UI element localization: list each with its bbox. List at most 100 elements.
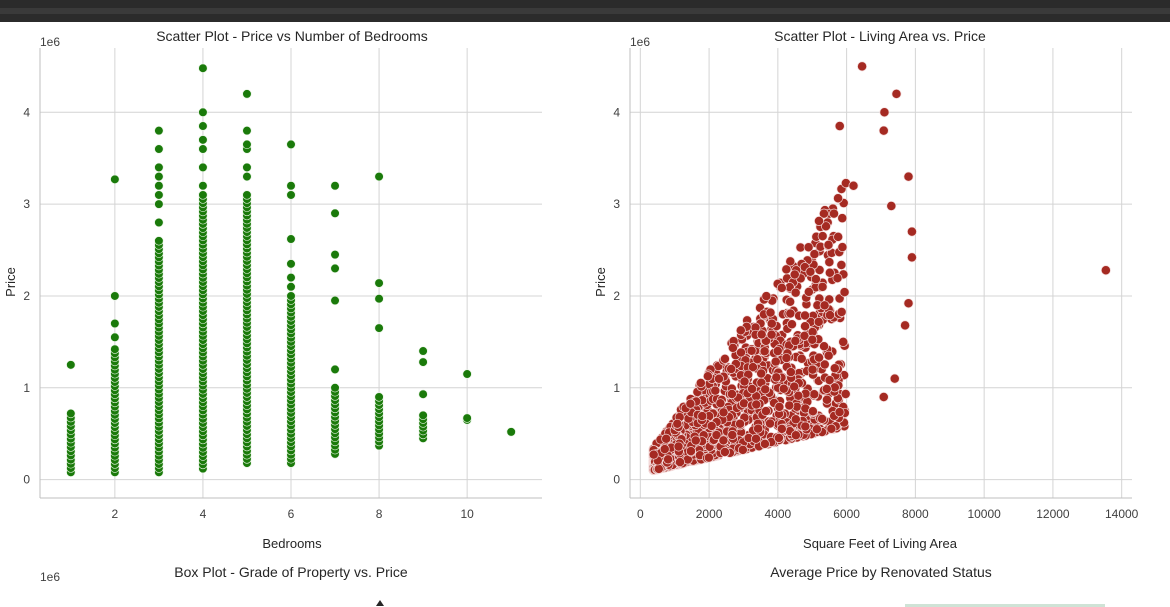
bedrooms-price-point bbox=[198, 144, 208, 154]
c2-y-tick-label: 3 bbox=[613, 197, 620, 211]
living-area-price-point bbox=[793, 390, 804, 401]
living-area-price-point bbox=[776, 282, 787, 293]
living-area-price-point bbox=[785, 256, 796, 267]
living-area-price-point bbox=[653, 463, 664, 474]
living-area-price-point bbox=[800, 421, 811, 432]
living-area-price-point bbox=[809, 249, 820, 260]
living-area-price-point bbox=[811, 424, 822, 435]
living-area-price-point bbox=[711, 430, 722, 441]
bedrooms-price-point bbox=[198, 107, 208, 117]
living-area-price-point bbox=[766, 329, 777, 340]
living-area-price-point bbox=[821, 384, 832, 394]
living-area-price-point bbox=[761, 291, 772, 302]
c1-x-tick-label: 2 bbox=[112, 507, 119, 521]
bedrooms-price-point bbox=[242, 171, 252, 182]
c2-y-tick-label: 0 bbox=[613, 473, 620, 487]
living-area-price-point bbox=[803, 242, 814, 253]
living-area-price-point bbox=[726, 389, 737, 399]
bedrooms-price-point bbox=[374, 392, 384, 402]
living-area-price-point bbox=[761, 406, 771, 417]
living-area-price-point bbox=[800, 310, 810, 321]
chart1-y-scale-label: 1e6 bbox=[40, 35, 60, 49]
bedrooms-price-point bbox=[242, 126, 252, 136]
bedrooms-price-point bbox=[330, 263, 340, 274]
living-area-price-point bbox=[906, 252, 917, 263]
c1-x-tick-label: 10 bbox=[460, 507, 474, 521]
living-area-price-point bbox=[790, 335, 801, 346]
c2-y-tick-label: 1 bbox=[613, 381, 620, 395]
c1-x-tick-label: 8 bbox=[376, 507, 383, 521]
living-area-price-point bbox=[819, 359, 830, 370]
chart2-y-axis-label: Price bbox=[593, 267, 608, 297]
bedrooms-price-point bbox=[418, 357, 428, 367]
bedrooms-price-point bbox=[374, 323, 384, 333]
living-area-price-point bbox=[715, 398, 726, 409]
bedrooms-price-point bbox=[330, 364, 340, 375]
bedrooms-price-point bbox=[198, 63, 208, 73]
c2-y-tick-label: 4 bbox=[613, 105, 620, 119]
bedrooms-price-chart: 2 4 6 8 10 0 1 2 3 4 Scatter Plot - Price vs Num… bbox=[3, 28, 542, 551]
living-area-price-point bbox=[776, 423, 787, 434]
living-area-price-point bbox=[799, 330, 810, 341]
living-area-price-point bbox=[817, 413, 828, 424]
living-area-price-point bbox=[765, 418, 775, 429]
living-area-price-point bbox=[829, 382, 840, 393]
chart4-legend-box-edge bbox=[905, 604, 1105, 607]
living-area-price-point bbox=[819, 300, 830, 311]
living-area-price-point bbox=[1100, 265, 1111, 276]
living-area-price-point bbox=[702, 371, 713, 382]
living-area-price-point bbox=[857, 61, 868, 72]
living-area-price-point bbox=[819, 341, 830, 352]
living-area-price-point bbox=[778, 383, 789, 394]
living-area-price-point bbox=[747, 384, 758, 394]
chart3-outlier-marker bbox=[376, 600, 384, 606]
living-area-price-point bbox=[663, 454, 674, 465]
living-area-price-point bbox=[751, 433, 761, 444]
living-area-price-point bbox=[839, 287, 850, 298]
living-area-price-point bbox=[818, 208, 829, 219]
bedrooms-price-point bbox=[286, 190, 296, 200]
living-area-price-point bbox=[790, 287, 801, 298]
living-area-price-point bbox=[773, 433, 784, 443]
living-area-price-point bbox=[824, 267, 835, 278]
bedrooms-price-point bbox=[462, 413, 472, 423]
bedrooms-price-point bbox=[286, 282, 296, 292]
c2-x-tick-label: 6000 bbox=[833, 507, 860, 521]
living-area-price-point bbox=[906, 226, 917, 237]
living-area-price-point bbox=[703, 452, 714, 463]
living-area-price-point bbox=[759, 346, 770, 357]
living-area-price-point bbox=[807, 406, 818, 417]
bedrooms-price-point bbox=[154, 190, 164, 200]
living-area-price-point bbox=[848, 180, 859, 191]
living-area-price-point bbox=[648, 449, 659, 460]
living-area-price-point bbox=[727, 430, 738, 440]
living-area-price-point bbox=[685, 398, 696, 409]
living-area-price-point bbox=[706, 421, 717, 431]
chart1-title: Scatter Plot - Price vs Number of Bedroo… bbox=[156, 28, 428, 44]
bedrooms-price-point bbox=[154, 199, 164, 209]
living-area-price-point bbox=[817, 231, 828, 242]
living-area-price-point bbox=[781, 264, 792, 275]
c2-y-tick-label: 2 bbox=[613, 289, 620, 303]
bedrooms-price-point bbox=[242, 89, 252, 99]
bedrooms-price-point bbox=[374, 294, 384, 304]
living-area-price-point bbox=[800, 321, 810, 332]
bedrooms-price-point bbox=[242, 190, 252, 200]
living-area-price-point bbox=[837, 213, 848, 224]
grade-price-boxplot: Box Plot - Grade of Property vs. Price 1… bbox=[40, 564, 408, 606]
living-area-price-point bbox=[807, 364, 818, 375]
living-area-price-point bbox=[789, 269, 800, 280]
bedrooms-price-point bbox=[418, 389, 428, 399]
living-area-price-point bbox=[759, 438, 770, 449]
living-area-price-point bbox=[790, 414, 801, 425]
c1-y-tick-label: 1 bbox=[23, 381, 30, 395]
bedrooms-price-point bbox=[154, 144, 164, 154]
living-area-price-point bbox=[737, 444, 748, 455]
bedrooms-price-point bbox=[330, 383, 340, 393]
living-area-price-point bbox=[785, 367, 796, 378]
bedrooms-price-point bbox=[154, 217, 164, 228]
bedrooms-price-point bbox=[286, 291, 296, 301]
living-area-price-point bbox=[891, 88, 902, 99]
living-area-price-point bbox=[772, 346, 783, 357]
living-area-price-point bbox=[822, 394, 832, 405]
